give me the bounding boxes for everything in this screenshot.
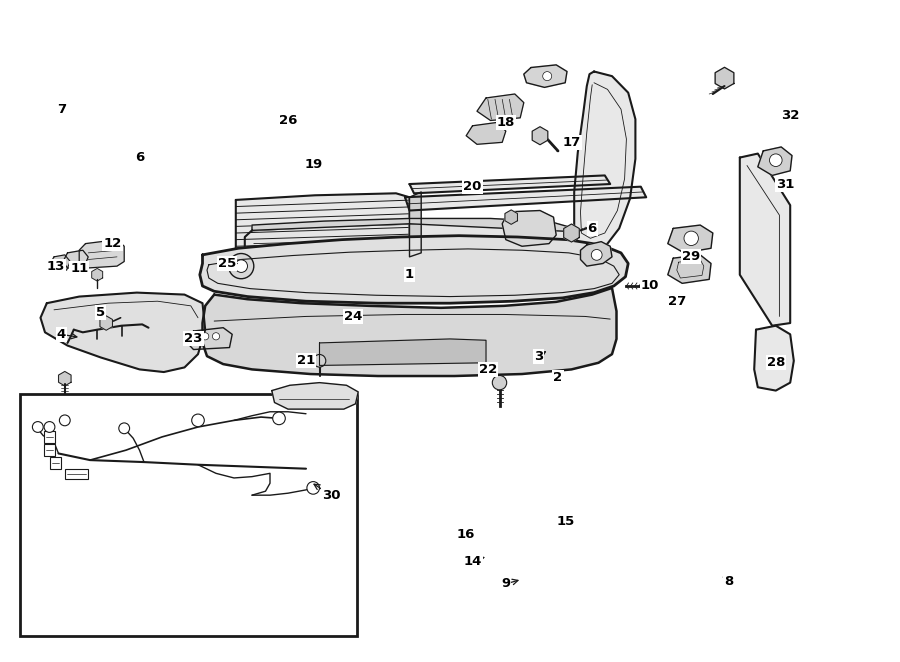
Circle shape xyxy=(313,354,326,367)
Circle shape xyxy=(770,154,782,167)
Polygon shape xyxy=(320,339,486,365)
Circle shape xyxy=(273,412,285,425)
Polygon shape xyxy=(505,210,518,224)
Polygon shape xyxy=(92,268,103,281)
Polygon shape xyxy=(532,126,548,145)
Text: 21: 21 xyxy=(297,354,315,367)
Circle shape xyxy=(684,231,698,246)
Text: 17: 17 xyxy=(562,136,580,149)
Text: 15: 15 xyxy=(556,515,574,528)
Text: 14: 14 xyxy=(464,555,482,568)
Polygon shape xyxy=(716,68,733,89)
Circle shape xyxy=(119,423,130,434)
Polygon shape xyxy=(100,316,112,330)
Circle shape xyxy=(591,250,602,260)
Polygon shape xyxy=(740,154,790,326)
Text: 11: 11 xyxy=(70,261,88,275)
Text: 13: 13 xyxy=(47,260,65,273)
Polygon shape xyxy=(187,328,232,350)
Text: 10: 10 xyxy=(641,279,659,293)
Bar xyxy=(50,457,61,469)
Polygon shape xyxy=(202,288,616,376)
Text: 26: 26 xyxy=(279,114,297,127)
Text: 32: 32 xyxy=(781,109,799,122)
Polygon shape xyxy=(410,175,610,193)
Polygon shape xyxy=(466,122,506,144)
Polygon shape xyxy=(50,255,70,271)
Text: 25: 25 xyxy=(218,257,236,270)
Text: 20: 20 xyxy=(464,180,482,193)
Text: 5: 5 xyxy=(96,306,105,319)
Polygon shape xyxy=(758,147,792,175)
Polygon shape xyxy=(410,192,421,257)
Circle shape xyxy=(44,422,55,432)
Text: 22: 22 xyxy=(479,363,497,376)
Text: 29: 29 xyxy=(682,250,700,263)
Text: 23: 23 xyxy=(184,332,202,346)
Polygon shape xyxy=(63,250,88,268)
Polygon shape xyxy=(405,187,646,211)
Polygon shape xyxy=(79,240,124,268)
Text: 12: 12 xyxy=(104,237,122,250)
Text: 2: 2 xyxy=(554,371,562,384)
Text: 30: 30 xyxy=(322,489,340,502)
Bar xyxy=(44,444,55,456)
Text: 6: 6 xyxy=(588,222,597,235)
Circle shape xyxy=(212,333,220,340)
Text: 6: 6 xyxy=(135,151,144,164)
Text: 19: 19 xyxy=(304,158,322,171)
Text: 16: 16 xyxy=(457,528,475,542)
Circle shape xyxy=(235,260,248,273)
Text: 18: 18 xyxy=(497,116,515,129)
Text: 4: 4 xyxy=(57,328,66,341)
Polygon shape xyxy=(272,383,358,409)
Polygon shape xyxy=(574,71,635,250)
Polygon shape xyxy=(477,94,524,120)
Polygon shape xyxy=(200,236,628,303)
Polygon shape xyxy=(502,211,556,246)
Circle shape xyxy=(307,481,320,495)
Circle shape xyxy=(543,71,552,81)
Polygon shape xyxy=(668,225,713,253)
Polygon shape xyxy=(236,193,410,266)
Text: 9: 9 xyxy=(501,577,510,591)
Circle shape xyxy=(59,415,70,426)
Polygon shape xyxy=(245,224,574,257)
Text: 1: 1 xyxy=(405,268,414,281)
Text: 7: 7 xyxy=(57,103,66,116)
Circle shape xyxy=(492,375,507,390)
Polygon shape xyxy=(252,218,574,232)
Bar xyxy=(66,469,88,479)
Polygon shape xyxy=(754,326,794,391)
Text: 3: 3 xyxy=(534,350,543,363)
Polygon shape xyxy=(563,224,580,242)
Circle shape xyxy=(32,422,43,432)
Circle shape xyxy=(192,414,204,427)
Polygon shape xyxy=(58,371,71,386)
Text: 28: 28 xyxy=(767,356,785,369)
Bar xyxy=(44,431,55,443)
Text: 8: 8 xyxy=(724,575,733,588)
Circle shape xyxy=(202,333,209,340)
Text: 31: 31 xyxy=(776,177,794,191)
Polygon shape xyxy=(580,242,612,266)
Text: 27: 27 xyxy=(668,295,686,308)
Polygon shape xyxy=(524,65,567,87)
Bar xyxy=(20,394,357,636)
Circle shape xyxy=(229,254,254,279)
Polygon shape xyxy=(40,293,205,372)
Polygon shape xyxy=(668,255,711,283)
Text: 24: 24 xyxy=(344,310,362,323)
